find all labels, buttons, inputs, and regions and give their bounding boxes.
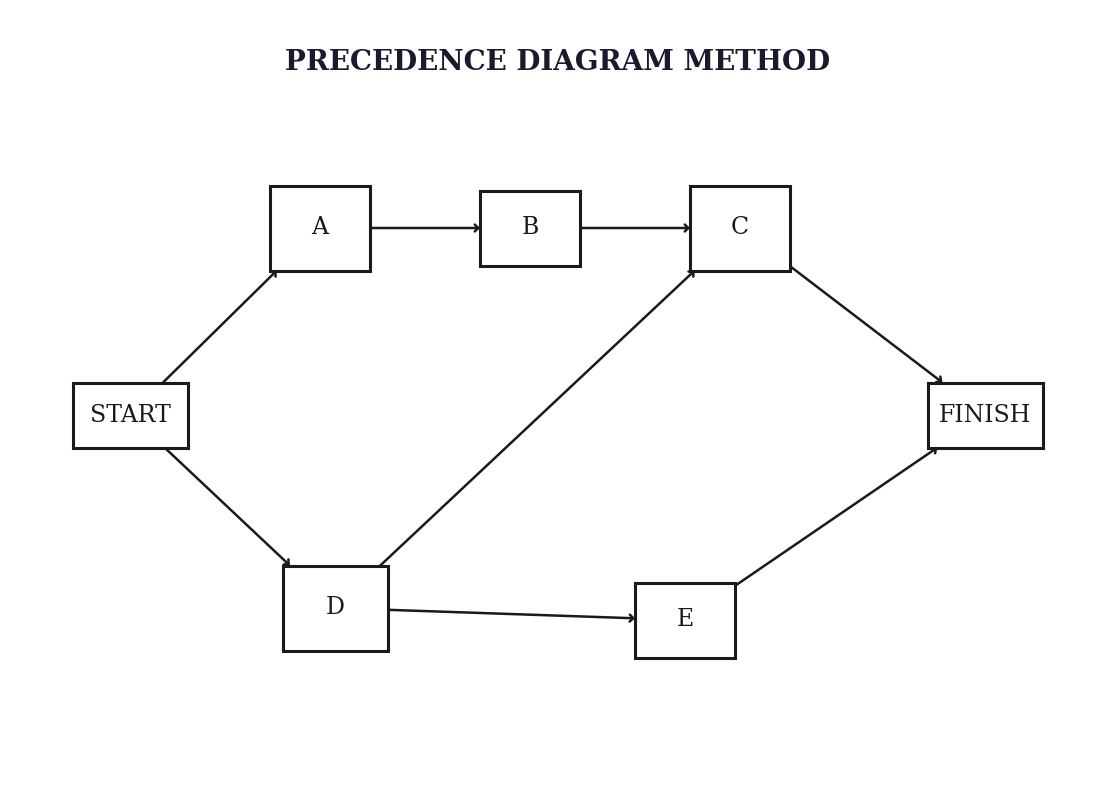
Bar	[480, 190, 580, 265]
Text: START: START	[89, 404, 171, 427]
Bar	[634, 582, 735, 657]
Text: FINISH: FINISH	[939, 404, 1031, 427]
Bar	[283, 566, 388, 650]
Bar	[270, 186, 370, 270]
Text: PRECEDENCE DIAGRAM METHOD: PRECEDENCE DIAGRAM METHOD	[286, 48, 831, 76]
Text: D: D	[325, 596, 344, 619]
Text: A: A	[312, 216, 328, 239]
Bar	[927, 382, 1042, 447]
Text: E: E	[677, 608, 694, 631]
Bar	[73, 382, 188, 447]
Text: B: B	[522, 216, 538, 239]
Text: C: C	[731, 216, 750, 239]
Bar	[690, 186, 790, 270]
